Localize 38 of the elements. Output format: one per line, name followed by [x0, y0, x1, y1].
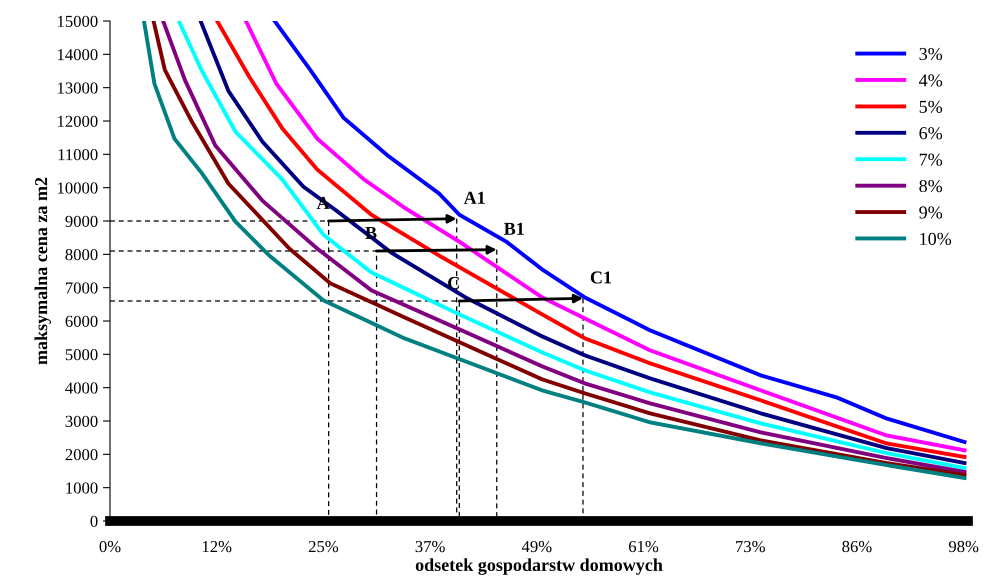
x-tick-label: 98% [948, 540, 978, 552]
x-tick-label: 12% [202, 540, 232, 552]
x-axis-title: odsetek gospodarstw domowych [416, 558, 663, 575]
y-tick-label: 14000 [58, 49, 98, 60]
y-tick-label: 3000 [66, 416, 98, 427]
legend-label: 7% [920, 154, 942, 166]
y-tick-label: 6000 [66, 316, 98, 327]
legend-label: 8% [919, 180, 942, 192]
y-tick-label: 1000 [66, 482, 98, 494]
x-tick-label: 37% [416, 540, 445, 552]
y-axis-title: maksymalna cena za m2 [34, 178, 51, 365]
y-tick-label: 2000 [66, 449, 98, 460]
x-tick-label: 0% [100, 540, 121, 552]
y-tick-label: 8000 [65, 249, 98, 260]
y-tick-label: 13000 [58, 82, 98, 94]
y-tick-label: 9000 [65, 216, 98, 227]
y-tick-label: 0 [90, 516, 98, 527]
y-tick-label: 12000 [58, 116, 98, 127]
x-tick-label: 73% [736, 540, 765, 552]
annotation: A1 [464, 192, 485, 204]
y-tick-label: 11000 [58, 149, 98, 160]
x-tick-label: 49% [522, 540, 552, 552]
legend-label: 10% [920, 232, 952, 246]
legend-label: 6% [919, 127, 942, 140]
y-tick-label: 10000 [58, 182, 98, 194]
annotation: B1 [504, 222, 524, 235]
y-tick-label: 4000 [65, 382, 98, 394]
x-tick-label: 25% [308, 540, 338, 552]
annotation: C1 [590, 271, 612, 284]
y-tick-label: 15000 [58, 16, 98, 27]
y-tick-label: 5000 [66, 349, 98, 360]
legend-label: 5% [920, 100, 942, 113]
legend-label: 4% [919, 74, 942, 87]
x-tick-label: 86% [842, 540, 872, 552]
legend-label: 9% [919, 206, 942, 219]
legend-label: 3% [920, 48, 942, 60]
y-tick-label: 7000 [66, 282, 98, 294]
x-tick-label: 61% [628, 540, 658, 552]
